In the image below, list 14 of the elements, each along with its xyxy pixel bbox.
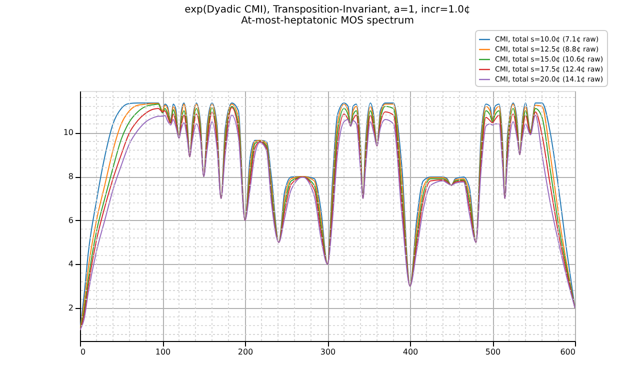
- x-tick-label: 0: [80, 348, 86, 356]
- x-tick-label: 300: [320, 348, 336, 356]
- x-tick-label: 600: [560, 348, 576, 356]
- y-tick-label: 2: [68, 304, 74, 313]
- y-tick-label: 4: [68, 260, 74, 269]
- y-tick-label: 6: [68, 216, 74, 225]
- x-tick-label: 500: [485, 348, 501, 356]
- x-tick-label: 100: [155, 348, 171, 356]
- chart-title: exp(Dyadic CMI), Transposition-Invariant, a=1, incr=1.0¢: [184, 4, 470, 16]
- y-tick-label: 8: [68, 172, 74, 182]
- x-tick-label: 200: [238, 348, 254, 356]
- x-tick-label: 400: [402, 348, 418, 356]
- y-tick-label: 10: [63, 128, 74, 138]
- chart-subtitle: At-most-heptatonic MOS spectrum: [241, 16, 414, 26]
